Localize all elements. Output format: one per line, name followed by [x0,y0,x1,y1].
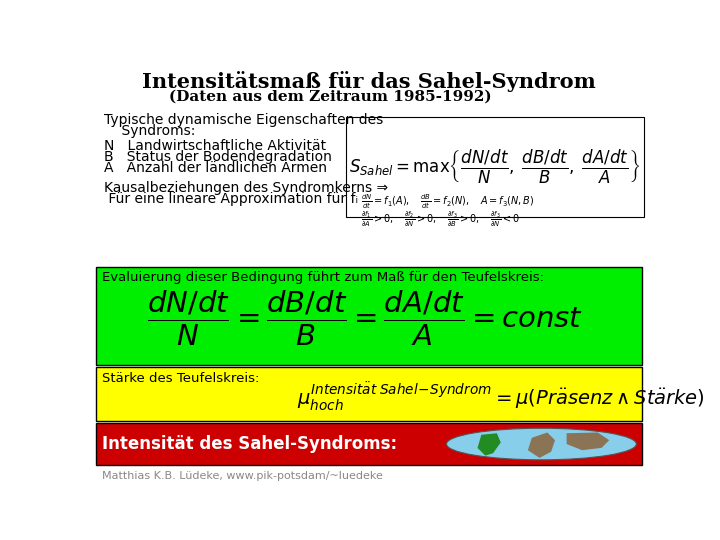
Text: Intensitätsmaß für das Sahel-Syndrom: Intensitätsmaß für das Sahel-Syndrom [142,71,596,92]
Text: $\dfrac{dN/dt}{N} = \dfrac{dB/dt}{B} = \dfrac{dA/dt}{A} = const$: $\dfrac{dN/dt}{N} = \dfrac{dB/dt}{B} = \… [147,289,583,348]
Text: Syndroms:: Syndroms: [104,124,195,138]
Text: Typische dynamische Eigenschaften des: Typische dynamische Eigenschaften des [104,113,383,127]
Text: A   Anzahl der ländlichen Armen: A Anzahl der ländlichen Armen [104,161,327,175]
Text: (Daten aus dem Zeitraum 1985-1992): (Daten aus dem Zeitraum 1985-1992) [169,90,492,104]
Text: Stärke des Teufelskreis:: Stärke des Teufelskreis: [102,372,260,384]
FancyBboxPatch shape [96,367,642,421]
Text: $\frac{\partial f_1}{\partial A} > 0,\quad \frac{\partial f_2}{\partial N} > 0,\: $\frac{\partial f_1}{\partial A} > 0,\qu… [361,209,521,228]
Text: B   Status der Bodendegradation: B Status der Bodendegradation [104,150,332,164]
Text: N   Landwirtschaftliche Aktivität: N Landwirtschaftliche Aktivität [104,139,326,153]
Text: Für eine lineare Approximation für fᵢ: Für eine lineare Approximation für fᵢ [104,192,358,206]
Text: $S_{Sahel} = \max\left\{\dfrac{dN/dt}{N},\; \dfrac{dB/dt}{B},\; \dfrac{dA/dt}{A}: $S_{Sahel} = \max\left\{\dfrac{dN/dt}{N}… [349,148,641,186]
FancyBboxPatch shape [346,117,644,217]
Polygon shape [528,433,555,458]
FancyBboxPatch shape [96,267,642,365]
Text: Evaluierung dieser Bedingung führt zum Maß für den Teufelskreis:: Evaluierung dieser Bedingung führt zum M… [102,271,544,284]
Text: $\frac{dN}{dt} = f_1(A),\quad \frac{dB}{dt} = f_2(N),\quad A = f_3(N,B)$: $\frac{dN}{dt} = f_1(A),\quad \frac{dB}{… [361,193,535,211]
Text: Intensität des Sahel-Syndroms:: Intensität des Sahel-Syndroms: [102,435,397,453]
Polygon shape [567,433,609,450]
FancyBboxPatch shape [96,423,642,465]
Polygon shape [477,433,500,456]
Ellipse shape [446,428,636,460]
Text: Kausalbeziehungen des Syndromkerns ⇒: Kausalbeziehungen des Syndromkerns ⇒ [104,181,388,195]
Text: Matthias K.B. Lüdeke, www.pik-potsdam/~luedeke: Matthias K.B. Lüdeke, www.pik-potsdam/~l… [102,471,383,481]
Text: $\mu_{hoch}^{Intensit\ddot{a}t\;Sahel\!-\!Syndrom}$$= \mu(Pr\ddot{a}senz \wedge : $\mu_{hoch}^{Intensit\ddot{a}t\;Sahel\!-… [297,380,705,413]
